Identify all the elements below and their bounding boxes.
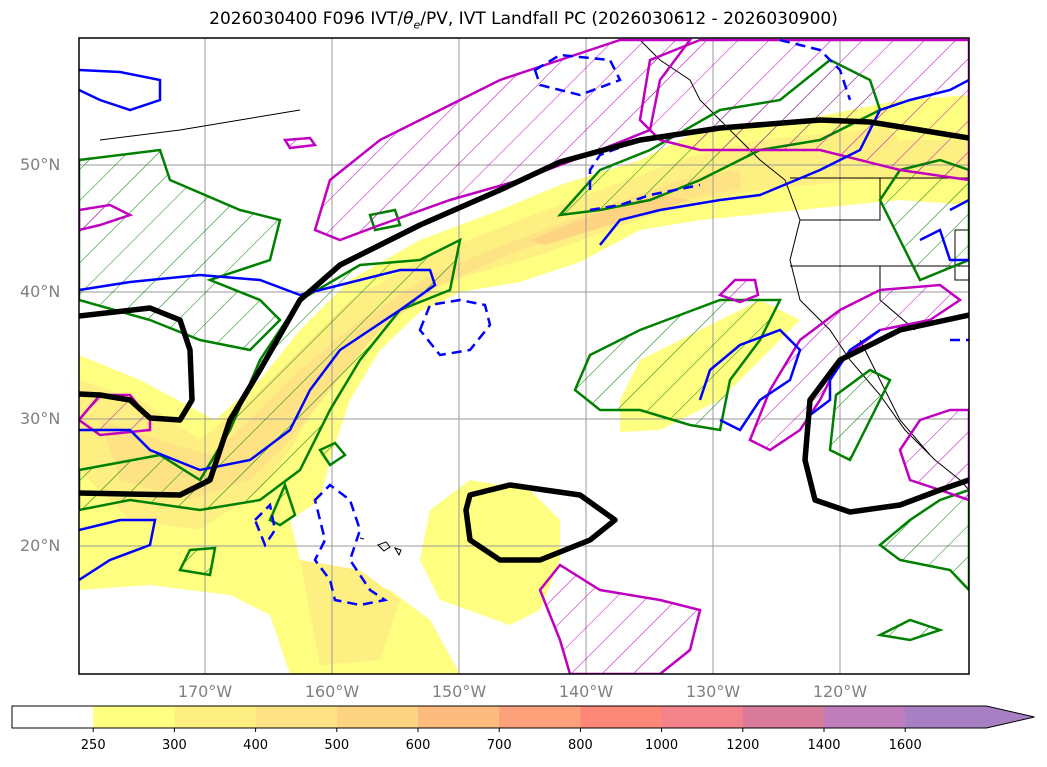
ivt-band-500	[530, 195, 690, 245]
colorbar-segment	[661, 706, 744, 728]
colorbar-label: 1600	[888, 738, 922, 753]
colorbar-label: 250	[80, 738, 106, 753]
colorbar-segment	[255, 706, 338, 728]
lon-label: 140°W	[558, 682, 614, 701]
plot-title: 2026030400 F096 IVT/θe/PV, IVT Landfall …	[0, 9, 1047, 31]
lat-label: 30°N	[20, 409, 61, 428]
colorbar-segment	[336, 706, 419, 728]
lon-label: 160°W	[304, 682, 360, 701]
colorbar-label: 300	[161, 738, 187, 753]
colorbar-segment	[418, 706, 500, 728]
colorbar-segment	[12, 706, 94, 728]
ivt-lower-300	[300, 560, 400, 665]
colorbar-label: 400	[243, 738, 269, 753]
title-prefix: 2026030400 F096 IVT/	[209, 9, 404, 29]
theta-subscript: e	[413, 18, 421, 32]
title-suffix: /PV, IVT Landfall PC (2026030612 - 20260…	[420, 9, 838, 29]
colorbar-segment	[93, 706, 175, 728]
colorbar-label: 1200	[726, 738, 760, 753]
ivt-shading	[79, 95, 969, 674]
colorbar	[11, 705, 1035, 732]
theta-e-magenta-contours	[79, 38, 969, 674]
lat-label: 50°N	[20, 155, 61, 174]
ivt-landfall-pc-black-contours	[79, 117, 969, 563]
colorbar-segment	[580, 706, 663, 728]
lon-label: 120°W	[812, 682, 868, 701]
colorbar-segment	[742, 706, 825, 728]
colorbar-segment	[174, 706, 257, 728]
lon-label: 170°W	[177, 682, 233, 701]
colorbar-segment	[499, 706, 581, 728]
colorbar-label: 700	[486, 738, 512, 753]
colorbar-label: 600	[405, 738, 431, 753]
colorbar-label: 800	[567, 738, 593, 753]
colorbar-segment	[824, 706, 906, 728]
map-frame	[78, 37, 970, 675]
lon-label: 130°W	[685, 682, 741, 701]
lon-label: 150°W	[431, 682, 487, 701]
theta-symbol: θ	[403, 9, 414, 29]
colorbar-label: 1000	[645, 738, 679, 753]
colorbar-label: 1400	[807, 738, 841, 753]
colorbar-segment	[905, 706, 1035, 728]
lat-label: 40°N	[20, 282, 61, 301]
pv-blue-contours	[79, 38, 969, 607]
colorbar-outline	[11, 705, 1035, 729]
lat-label: 20°N	[20, 536, 61, 555]
colorbar-label: 500	[324, 738, 350, 753]
